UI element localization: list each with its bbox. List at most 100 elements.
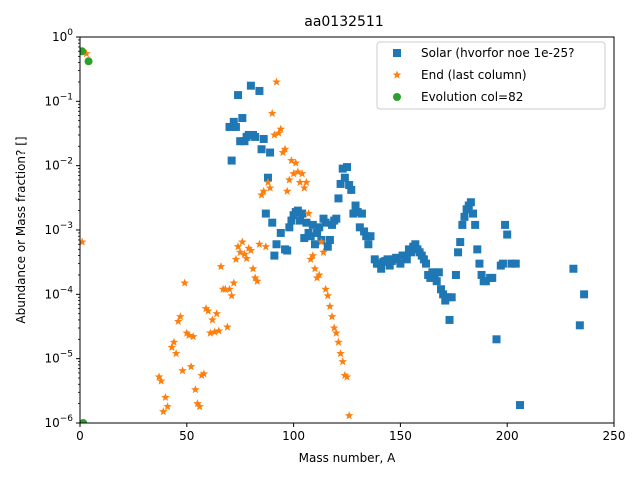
end-point <box>261 242 271 251</box>
end-point <box>229 278 239 287</box>
y-tick-exponent: −5 <box>60 350 73 360</box>
solar-point <box>362 232 371 241</box>
solar-point <box>511 259 520 268</box>
end-point <box>263 177 273 187</box>
x-tick-label: 150 <box>389 429 412 443</box>
y-tick-base: 10 <box>44 352 59 366</box>
y-tick-exponent: −3 <box>60 221 73 231</box>
end-point <box>282 186 292 195</box>
solar-point <box>353 208 362 217</box>
end-point <box>300 183 309 192</box>
solar-point <box>375 259 384 268</box>
legend-marker <box>392 70 402 79</box>
y-tick-label: 10−6 <box>44 414 73 430</box>
solar-point <box>466 198 475 207</box>
solar-point <box>469 209 478 218</box>
end-point <box>244 243 254 252</box>
end-point <box>272 77 281 86</box>
end-point <box>214 326 224 335</box>
end-point <box>227 291 236 300</box>
end-point <box>216 262 226 271</box>
solar-point <box>261 209 270 218</box>
solar-point <box>334 194 343 203</box>
solar-point <box>227 156 236 165</box>
end-point <box>289 169 298 178</box>
y-tick-label: 10−1 <box>44 92 73 108</box>
solar-point <box>246 81 255 90</box>
solar-point <box>434 268 443 277</box>
y-tick-base: 10 <box>44 159 59 173</box>
x-tick-label: 0 <box>76 429 84 443</box>
chart-marks <box>80 47 589 423</box>
end-point <box>246 246 256 255</box>
solar-point <box>454 248 463 257</box>
solar-point <box>332 214 341 223</box>
solar-point <box>507 259 516 268</box>
solar-point <box>396 259 405 268</box>
y-tick-base: 10 <box>44 416 59 430</box>
end-point <box>340 370 350 380</box>
solar-point <box>244 130 253 139</box>
end-point <box>154 372 164 381</box>
end-point <box>248 264 258 273</box>
solar-point <box>313 228 322 237</box>
solar-point <box>580 290 589 299</box>
solar-point <box>257 145 266 154</box>
solar-point <box>349 209 358 218</box>
solar-point <box>428 268 437 277</box>
end-point <box>319 247 328 256</box>
solar-point <box>503 230 512 239</box>
solar-point <box>351 201 360 210</box>
y-tick-exponent: −6 <box>60 414 74 424</box>
solar-point <box>283 246 292 255</box>
y-tick-exponent: 0 <box>67 28 73 38</box>
end-point <box>308 251 318 260</box>
end-point <box>195 402 204 411</box>
legend-box <box>376 41 606 110</box>
end-point <box>332 328 341 337</box>
solar-point <box>436 285 445 294</box>
solar-point <box>229 117 238 126</box>
end-point <box>163 402 172 411</box>
legend-entry-label: Evolution col=82 <box>421 90 523 104</box>
end-point <box>225 284 234 293</box>
y-tick-base: 10 <box>44 94 59 108</box>
end-point <box>156 376 166 385</box>
x-tick-label: 50 <box>179 429 194 443</box>
end-point <box>295 177 305 187</box>
solar-point <box>475 259 484 268</box>
y-tick-exponent: −4 <box>60 285 74 295</box>
y-tick-exponent: −1 <box>60 92 73 102</box>
y-tick-label: 10−2 <box>44 157 73 173</box>
solar-point <box>360 227 369 236</box>
end-point <box>197 370 207 380</box>
end-point <box>238 237 247 246</box>
end-point <box>242 254 251 263</box>
solar-point <box>432 277 441 286</box>
solar-point <box>473 245 482 254</box>
solar-point <box>385 261 394 270</box>
end-point <box>317 237 326 246</box>
end-point <box>223 322 232 331</box>
solar-point <box>407 248 416 257</box>
end-point <box>274 128 283 137</box>
solar-point <box>308 220 317 229</box>
x-tick-label: 200 <box>496 429 519 443</box>
end-point <box>310 264 320 273</box>
end-point <box>159 407 168 416</box>
end-point <box>235 247 245 256</box>
legend: Solar (hvorfor noe 1e-25? End (last colum… <box>376 41 606 110</box>
evolution-point <box>80 419 88 423</box>
solar-point <box>443 293 452 302</box>
end-point <box>291 158 301 167</box>
end-point <box>180 278 189 287</box>
end-point <box>171 349 181 358</box>
solar-point <box>364 240 373 249</box>
solar-point <box>460 212 469 221</box>
solar-point <box>225 122 234 131</box>
solar-point <box>343 163 351 172</box>
solar-point <box>445 315 454 324</box>
solar-point <box>569 264 578 273</box>
y-tick-label: 100 <box>52 28 73 44</box>
solar-point <box>276 228 285 237</box>
